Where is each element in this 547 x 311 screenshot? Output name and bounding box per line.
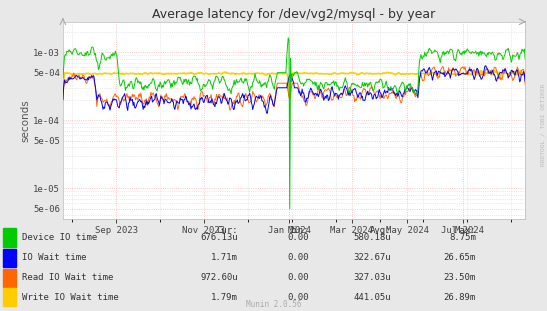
Text: 0.00: 0.00 <box>288 233 309 242</box>
Text: Avg:: Avg: <box>370 226 391 235</box>
Text: 0.00: 0.00 <box>288 293 309 302</box>
Text: 580.18u: 580.18u <box>353 233 391 242</box>
Text: 26.65m: 26.65m <box>444 253 476 262</box>
Title: Average latency for /dev/vg2/mysql - by year: Average latency for /dev/vg2/mysql - by … <box>153 7 435 21</box>
Text: 322.67u: 322.67u <box>353 253 391 262</box>
Y-axis label: seconds: seconds <box>20 99 31 142</box>
Text: 26.89m: 26.89m <box>444 293 476 302</box>
Text: Device IO time: Device IO time <box>22 233 97 242</box>
Text: 327.03u: 327.03u <box>353 273 391 282</box>
Bar <box>3 269 16 287</box>
Text: 1.71m: 1.71m <box>211 253 238 262</box>
Text: 441.05u: 441.05u <box>353 293 391 302</box>
Text: 0.00: 0.00 <box>288 253 309 262</box>
Text: 972.60u: 972.60u <box>200 273 238 282</box>
Bar <box>3 288 16 306</box>
Text: Read IO Wait time: Read IO Wait time <box>22 273 113 282</box>
Bar <box>3 248 16 267</box>
Text: 1.79m: 1.79m <box>211 293 238 302</box>
Text: 8.75m: 8.75m <box>449 233 476 242</box>
Text: Min:: Min: <box>288 226 309 235</box>
Text: Write IO Wait time: Write IO Wait time <box>22 293 119 302</box>
Text: RRDTOOL / TOBI OETIKER: RRDTOOL / TOBI OETIKER <box>540 83 545 166</box>
Text: 0.00: 0.00 <box>288 273 309 282</box>
Text: 23.50m: 23.50m <box>444 273 476 282</box>
Text: Cur:: Cur: <box>217 226 238 235</box>
Text: Max:: Max: <box>455 226 476 235</box>
Text: 676.13u: 676.13u <box>200 233 238 242</box>
Text: Munin 2.0.56: Munin 2.0.56 <box>246 300 301 309</box>
Text: IO Wait time: IO Wait time <box>22 253 86 262</box>
Bar <box>3 228 16 247</box>
